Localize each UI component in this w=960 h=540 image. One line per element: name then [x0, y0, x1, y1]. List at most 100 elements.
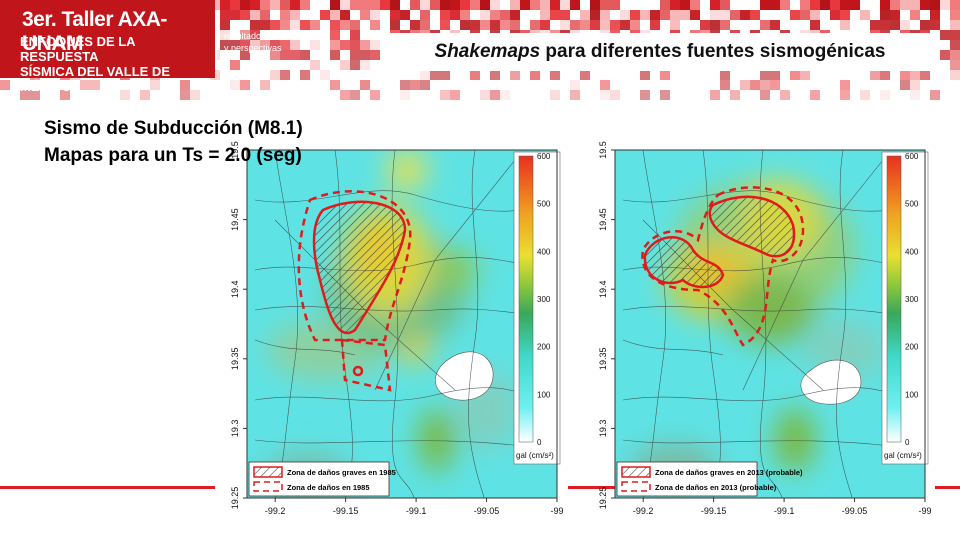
mosaic-tile: [280, 0, 290, 10]
mosaic-tile: [340, 20, 350, 30]
mosaic-tile: [840, 10, 850, 20]
mosaic-tile: [390, 20, 400, 30]
mosaic-tile: [360, 10, 370, 20]
mosaic-tile: [950, 20, 960, 30]
colorbar-tick-label: 0: [905, 438, 910, 447]
mosaic-tile: [350, 50, 360, 60]
mosaic-tile: [80, 80, 90, 90]
mosaic-tile: [840, 80, 850, 90]
mosaic-tile: [560, 20, 570, 30]
mosaic-tile: [640, 90, 650, 100]
road-line: [274, 150, 299, 498]
mosaic-tile: [930, 10, 940, 20]
mosaic-tile: [460, 10, 470, 20]
mosaic-tile: [810, 10, 820, 20]
x-tick-label: -99.1: [406, 506, 427, 516]
mosaic-tile: [710, 20, 720, 30]
mosaic-tile: [370, 90, 380, 100]
mosaic-tile: [590, 20, 600, 30]
mosaic-tile: [360, 60, 370, 70]
legend-swatch-damage: [253, 481, 283, 492]
mosaic-tile: [420, 0, 430, 10]
mosaic-tile: [950, 10, 960, 20]
mosaic-tile: [600, 90, 610, 100]
mosaic-tile: [880, 20, 890, 30]
mosaic-tile: [260, 80, 270, 90]
mosaic-tile: [740, 80, 750, 90]
mosaic-tile: [760, 20, 770, 30]
mosaic-tile: [360, 50, 370, 60]
colorbar-tick-label: 300: [537, 295, 551, 304]
colorbar-tick-label: 200: [537, 343, 551, 352]
mosaic-tile: [950, 50, 960, 60]
mosaic-tile: [610, 20, 620, 30]
colorbar: [886, 155, 902, 443]
mosaic-tile: [690, 0, 700, 10]
mosaic-tile: [450, 10, 460, 20]
mosaic-tile: [280, 70, 290, 80]
colorbar-tick-label: 500: [905, 200, 919, 209]
subtitle-event: Sismo de Subducción (M8.1): [44, 118, 303, 139]
mosaic-tile: [460, 20, 470, 30]
footer-line-right: [935, 486, 960, 489]
mosaic-tile: [470, 0, 480, 10]
mosaic-tile: [180, 90, 190, 100]
mosaic-tile: [700, 20, 710, 30]
mosaic-tile: [810, 0, 820, 10]
x-tick-label: -99.2: [633, 506, 654, 516]
mosaic-tile: [630, 10, 640, 20]
mosaic-tile: [280, 50, 290, 60]
mosaic-tile: [840, 20, 850, 30]
mosaic-tile: [230, 0, 240, 10]
colorbar-tick-label: 300: [905, 295, 919, 304]
mosaic-tile: [430, 0, 440, 10]
mosaic-tile: [630, 20, 640, 30]
mosaic-tile: [260, 10, 270, 20]
mosaic-tile: [900, 0, 910, 10]
mosaic-tile: [840, 0, 850, 10]
mosaic-tile: [270, 40, 280, 50]
colorbar-tick-label: 400: [537, 247, 551, 256]
mosaic-tile: [510, 20, 520, 30]
mosaic-tile: [940, 30, 950, 40]
mosaic-tile: [440, 0, 450, 10]
mosaic-tile: [510, 10, 520, 20]
mosaic-tile: [540, 10, 550, 20]
mosaic-tile: [880, 10, 890, 20]
mosaic-tile: [0, 80, 10, 90]
plot-frame: [614, 149, 926, 499]
mosaic-tile: [220, 40, 230, 50]
shakemap-1985: 600 500 400 300 200 100 0 gal (cm/s²) Zona de da…: [215, 140, 565, 530]
x-tick-label: -99.1: [774, 506, 795, 516]
mosaic-tile: [410, 0, 420, 10]
mosaic-tile: [570, 20, 580, 30]
mosaic-tile: [550, 10, 560, 20]
mosaic-tile: [180, 80, 190, 90]
x-tick-label: -99.15: [701, 506, 727, 516]
mosaic-tile: [240, 50, 250, 60]
mosaic-tile: [340, 10, 350, 20]
y-tick-label: 19.35: [598, 348, 608, 371]
mosaic-tile: [880, 70, 890, 80]
mosaic-tile: [210, 0, 220, 10]
mosaic-tile: [350, 0, 360, 10]
y-tick-label: 19.4: [598, 280, 608, 298]
mosaic-tile: [720, 70, 730, 80]
mosaic-tile: [290, 40, 300, 50]
mosaic-tile: [680, 10, 690, 20]
mosaic-tile: [530, 70, 540, 80]
mosaic-tile: [240, 80, 250, 90]
mosaic-tile: [800, 70, 810, 80]
mosaic-tile: [880, 0, 890, 10]
mosaic-tile: [760, 80, 770, 90]
mosaic-tile: [860, 90, 870, 100]
mosaic-tile: [330, 30, 340, 40]
mosaic-tile: [250, 40, 260, 50]
mosaic-tile: [220, 0, 230, 10]
brand-tagline: resultados recientes y perspectivas: [224, 31, 305, 53]
mosaic-tile: [410, 80, 420, 90]
mosaic-tile: [260, 0, 270, 10]
mosaic-tile: [250, 10, 260, 20]
mosaic-tile: [720, 20, 730, 30]
intensity-blob: [400, 335, 430, 365]
